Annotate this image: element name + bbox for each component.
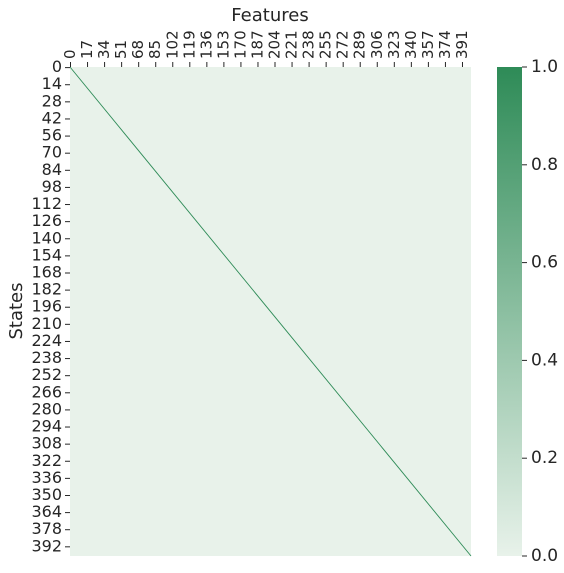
x-tick-label: 340	[402, 30, 420, 59]
x-tick-label: 17	[78, 40, 96, 59]
y-tick-label: 182	[31, 280, 62, 299]
y-tick-label: 266	[31, 382, 62, 401]
x-tick-label: 0	[61, 49, 79, 59]
y-tick-label: 280	[31, 399, 62, 418]
y-tick-label: 0	[52, 57, 62, 76]
x-tick-label: 391	[453, 30, 471, 59]
x-tick-label: 255	[317, 30, 335, 59]
x-tick-label: 289	[351, 30, 369, 59]
x-tick-label: 221	[283, 30, 301, 59]
colorbar-tick-label: 0.4	[531, 350, 558, 370]
y-tick-label: 224	[31, 331, 62, 350]
y-tick-label: 140	[31, 228, 62, 247]
x-tick-label: 374	[436, 30, 454, 59]
y-tick-label: 252	[31, 365, 62, 384]
x-tick-label: 68	[129, 40, 147, 59]
x-axis-title: Features	[231, 5, 308, 26]
x-tick-label: 153	[214, 30, 232, 59]
colorbar-tick-label: 0.6	[531, 253, 558, 273]
y-tick-label: 98	[42, 177, 62, 196]
x-axis-ticks: 0 17 34 51 68 85 102 119 136 153 170 187 204 221 238 25…	[61, 30, 471, 67]
colorbar-tick-label: 0.2	[531, 448, 558, 468]
x-tick-label: 204	[266, 30, 284, 59]
y-tick-label: 14	[42, 74, 62, 93]
x-tick-label: 306	[368, 30, 386, 59]
y-tick-label: 28	[42, 91, 62, 110]
x-tick-label: 187	[248, 30, 266, 59]
y-tick-label: 70	[42, 143, 62, 162]
y-tick-label: 294	[31, 417, 62, 436]
y-tick-label: 336	[31, 468, 62, 487]
colorbar-ticks: 0.0 0.2 0.4 0.6 0.8 1.0	[522, 57, 558, 566]
y-tick-label: 238	[31, 348, 62, 367]
y-tick-label: 84	[42, 160, 62, 179]
x-tick-label: 119	[180, 30, 198, 59]
x-tick-label: 102	[163, 30, 181, 59]
y-tick-label: 56	[42, 126, 62, 145]
x-tick-label: 170	[231, 30, 249, 59]
x-tick-label: 51	[112, 40, 130, 59]
y-tick-label: 364	[31, 502, 62, 521]
x-tick-label: 136	[197, 30, 215, 59]
colorbar-tick-label: 0.8	[531, 155, 558, 175]
y-tick-label: 42	[42, 108, 62, 127]
y-tick-label: 392	[31, 536, 62, 555]
y-axis-ticks: 0142842567084981121261401541681821962102…	[31, 57, 70, 555]
y-tick-label: 168	[31, 262, 62, 281]
y-tick-label: 196	[31, 297, 62, 316]
y-tick-label: 210	[31, 314, 62, 333]
x-tick-label: 34	[95, 40, 113, 59]
x-tick-label: 85	[146, 40, 164, 59]
y-axis-title: States	[6, 282, 27, 339]
x-tick-label: 272	[334, 30, 352, 59]
y-tick-label: 126	[31, 211, 62, 230]
y-tick-label: 308	[31, 434, 62, 453]
y-tick-label: 112	[31, 194, 62, 213]
x-tick-label: 238	[300, 30, 318, 59]
y-tick-label: 154	[31, 245, 62, 264]
heatmap-diagonal	[69, 66, 472, 557]
colorbar	[497, 67, 522, 556]
y-tick-label: 322	[31, 451, 62, 470]
colorbar-tick-label: 0.0	[531, 546, 558, 566]
y-tick-label: 378	[31, 519, 62, 538]
y-tick-label: 350	[31, 485, 62, 504]
colorbar-tick-label: 1.0	[531, 57, 558, 77]
x-tick-label: 323	[385, 30, 403, 59]
x-tick-label: 357	[419, 30, 437, 59]
